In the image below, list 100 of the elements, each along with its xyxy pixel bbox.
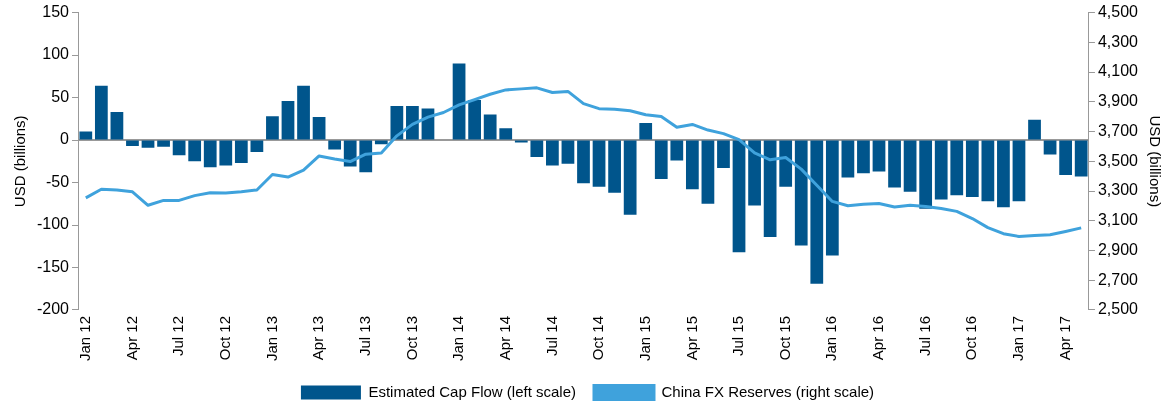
bar: [514, 140, 528, 143]
bar: [888, 140, 901, 188]
bar: [965, 140, 979, 197]
x-tick-label: Jul 16: [915, 315, 933, 356]
bar: [312, 117, 326, 140]
x-tick-label: Jul 12: [169, 315, 187, 356]
y2-tick-label: 3,700: [1097, 121, 1139, 139]
y2-axis-title: USD (billions): [1146, 115, 1164, 208]
y2-tick-label: 3,500: [1097, 151, 1139, 169]
y-tick-label: -100: [36, 215, 70, 233]
bar: [266, 116, 279, 140]
legend-label: Estimated Cap Flow (left scale): [368, 382, 577, 400]
bar: [950, 140, 964, 196]
bar: [1028, 119, 1041, 140]
bar: [872, 140, 886, 172]
x-tick-label: Jul 14: [542, 315, 560, 356]
bar: [732, 140, 746, 253]
y-tick-label: -150: [36, 257, 70, 275]
x-tick-label: Oct 15: [775, 315, 793, 361]
y2-tick-label: 2,900: [1097, 240, 1139, 258]
bar: [452, 63, 466, 140]
x-tick-label: Apr 12: [122, 315, 140, 361]
bar: [748, 140, 761, 206]
y2-tick-label: 3,300: [1097, 181, 1139, 199]
bar: [1074, 140, 1088, 177]
bar: [126, 140, 139, 146]
bar: [639, 123, 653, 140]
bar: [841, 140, 855, 178]
y-tick-label: -50: [45, 172, 70, 190]
bar: [328, 140, 342, 150]
bar: [934, 140, 948, 200]
bar: [810, 140, 824, 284]
bar: [857, 140, 870, 174]
bar: [297, 85, 310, 140]
y-tick-label: 0: [60, 130, 70, 148]
x-tick-label: Oct 13: [402, 315, 420, 361]
x-tick-label: Apr 16: [869, 315, 887, 361]
x-tick-label: Jan 13: [262, 315, 280, 362]
x-tick-label: Jul 13: [355, 315, 373, 356]
x-tick-label: Apr 15: [682, 315, 700, 361]
x-tick-label: Oct 12: [215, 315, 233, 361]
x-tick-label: Jan 15: [635, 315, 653, 362]
bar: [779, 140, 793, 187]
bar: [1012, 140, 1026, 202]
bar: [701, 140, 715, 204]
bar: [623, 140, 637, 215]
bar: [608, 140, 621, 193]
bar: [1059, 140, 1073, 175]
x-tick-label: Apr 17: [1055, 315, 1073, 361]
bar: [203, 140, 217, 168]
x-tick-label: Oct 16: [962, 315, 980, 361]
bar: [188, 140, 202, 162]
bar: [483, 114, 497, 140]
y2-tick-label: 4,100: [1097, 62, 1139, 80]
bar: [157, 140, 170, 147]
bar: [981, 140, 995, 202]
x-tick-label: Jan 12: [75, 315, 93, 362]
bar: [219, 140, 233, 166]
bar: [250, 140, 264, 152]
y2-tick-label: 4,500: [1097, 3, 1139, 21]
x-tick-label: Jan 16: [822, 315, 840, 362]
bar: [685, 140, 699, 190]
legend-label: China FX Reserves (right scale): [661, 382, 875, 400]
bar: [717, 140, 730, 169]
y-tick-label: 150: [42, 3, 70, 21]
bar: [546, 140, 559, 166]
y2-tick-label: 3,100: [1097, 211, 1139, 229]
bar: [561, 140, 575, 164]
bar: [390, 106, 404, 140]
bar: [281, 100, 295, 140]
y-tick-label: 50: [51, 87, 70, 105]
bar: [234, 140, 248, 163]
bar: [997, 140, 1010, 208]
y2-tick-label: 4,300: [1097, 32, 1139, 50]
bar: [919, 140, 933, 209]
y-tick-label: -200: [36, 300, 70, 318]
bar: [499, 128, 513, 140]
y2-tick-label: 2,700: [1097, 270, 1139, 288]
bar: [825, 140, 839, 256]
x-tick-label: Apr 13: [309, 315, 327, 361]
bar: [141, 140, 155, 148]
bar: [903, 140, 917, 192]
x-tick-label: Oct 14: [589, 315, 607, 361]
bar: [763, 140, 777, 237]
y2-tick-label: 2,500: [1097, 300, 1139, 318]
y2-tick-label: 3,900: [1097, 92, 1139, 110]
bar: [654, 140, 668, 180]
y-tick-label: 100: [42, 45, 70, 63]
x-tick-label: Apr 14: [495, 315, 513, 361]
bar: [670, 140, 684, 161]
bar: [110, 112, 124, 140]
bar: [94, 85, 108, 140]
bar: [577, 140, 590, 184]
y-axis-title: USD (billions): [11, 115, 29, 208]
bar: [794, 140, 808, 246]
x-tick-label: Jan 17: [1009, 315, 1027, 362]
bar: [79, 131, 93, 140]
bar: [530, 140, 544, 158]
bar: [592, 140, 606, 187]
x-tick-label: Jul 15: [729, 315, 747, 356]
